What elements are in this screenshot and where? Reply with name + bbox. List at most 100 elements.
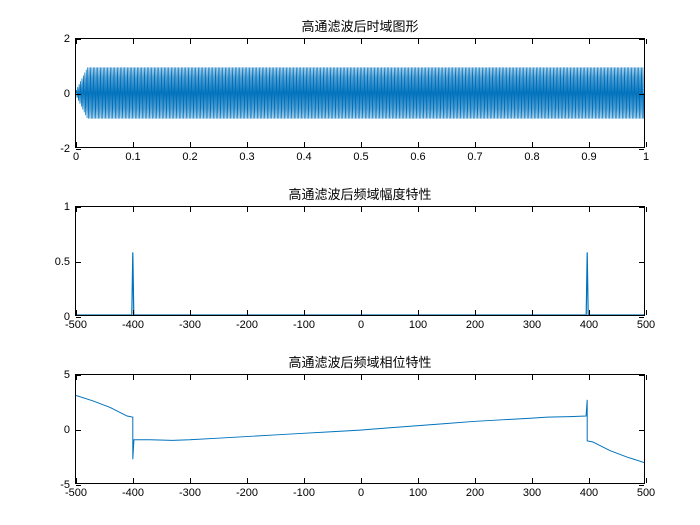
x-tick-label: -200	[236, 319, 258, 331]
y-tick-mark	[639, 207, 644, 208]
y-tick-mark	[76, 39, 81, 40]
subplot1-plot-area: 00.10.20.30.40.50.60.70.80.91-202	[75, 38, 645, 148]
x-tick-label: 0.4	[296, 151, 311, 163]
x-tick-label: 0.3	[239, 151, 254, 163]
y-tick-label: -5	[60, 479, 70, 491]
y-tick-mark	[76, 317, 81, 318]
y-tick-mark	[639, 317, 644, 318]
x-tick-mark	[589, 375, 590, 380]
phase-line	[76, 396, 644, 463]
x-tick-label: -300	[179, 487, 201, 499]
x-tick-label: 0.5	[353, 151, 368, 163]
y-tick-label: 5	[64, 369, 70, 381]
x-tick-mark	[646, 39, 647, 44]
x-tick-mark	[304, 207, 305, 212]
x-tick-mark	[646, 375, 647, 380]
subplot3-title: 高通滤波后频域相位特性	[75, 352, 645, 371]
y-tick-mark	[639, 262, 644, 263]
x-tick-mark	[133, 375, 134, 380]
x-tick-mark	[133, 39, 134, 44]
y-tick-mark	[639, 94, 644, 95]
subplot-phase: 高通滤波后频域相位特性 -500-400-300-200-10001002003…	[75, 352, 645, 484]
x-tick-mark	[418, 375, 419, 380]
x-tick-mark	[190, 207, 191, 212]
x-tick-mark	[190, 142, 191, 147]
x-tick-label: 200	[466, 319, 484, 331]
x-tick-label: 0.9	[581, 151, 596, 163]
x-tick-mark	[418, 478, 419, 483]
magnitude-line	[76, 252, 644, 315]
x-tick-mark	[304, 478, 305, 483]
x-tick-label: 0.2	[182, 151, 197, 163]
x-tick-label: 400	[580, 487, 598, 499]
x-tick-mark	[589, 142, 590, 147]
x-tick-label: 100	[409, 319, 427, 331]
x-tick-mark	[133, 478, 134, 483]
y-tick-label: -2	[60, 143, 70, 155]
time-signal-line	[76, 67, 644, 118]
y-tick-mark	[639, 375, 644, 376]
x-tick-label: -400	[122, 319, 144, 331]
x-tick-label: 300	[523, 319, 541, 331]
x-tick-label: 0.6	[410, 151, 425, 163]
x-tick-mark	[361, 310, 362, 315]
subplot-magnitude: 高通滤波后频域幅度特性 -500-400-300-200-10001002003…	[75, 184, 645, 316]
x-tick-mark	[304, 375, 305, 380]
x-tick-mark	[475, 375, 476, 380]
x-tick-mark	[475, 478, 476, 483]
subplot3-plot-area: -500-400-300-200-1000100200300400500-505	[75, 374, 645, 484]
y-tick-mark	[76, 430, 81, 431]
x-tick-mark	[532, 310, 533, 315]
y-tick-mark	[639, 485, 644, 486]
x-tick-mark	[133, 142, 134, 147]
x-tick-mark	[304, 39, 305, 44]
x-tick-label: 500	[637, 487, 655, 499]
x-tick-label: -400	[122, 487, 144, 499]
x-tick-label: 500	[637, 319, 655, 331]
x-tick-mark	[361, 207, 362, 212]
x-tick-label: -200	[236, 487, 258, 499]
x-tick-mark	[475, 142, 476, 147]
x-tick-label: 400	[580, 319, 598, 331]
subplot3-svg	[76, 375, 644, 483]
x-tick-label: -300	[179, 319, 201, 331]
x-tick-mark	[589, 207, 590, 212]
x-tick-label: 1	[643, 151, 649, 163]
x-tick-mark	[247, 478, 248, 483]
x-tick-mark	[532, 375, 533, 380]
y-tick-label: 2	[64, 33, 70, 45]
x-tick-mark	[133, 207, 134, 212]
y-tick-label: 1	[64, 201, 70, 213]
subplot-time-domain: 高通滤波后时域图形 00.10.20.30.40.50.60.70.80.91-…	[75, 16, 645, 148]
x-tick-mark	[304, 142, 305, 147]
x-tick-mark	[190, 375, 191, 380]
x-tick-label: -100	[293, 319, 315, 331]
x-tick-label: 0.7	[467, 151, 482, 163]
subplot2-svg	[76, 207, 644, 315]
y-tick-label: 0	[64, 88, 70, 100]
x-tick-mark	[532, 39, 533, 44]
y-tick-mark	[76, 375, 81, 376]
y-tick-mark	[639, 149, 644, 150]
x-tick-mark	[589, 39, 590, 44]
x-tick-mark	[646, 478, 647, 483]
x-tick-mark	[76, 310, 77, 315]
x-tick-mark	[361, 478, 362, 483]
x-tick-mark	[646, 207, 647, 212]
subplot1-svg	[76, 39, 644, 147]
x-tick-mark	[475, 207, 476, 212]
x-tick-mark	[76, 142, 77, 147]
x-tick-mark	[190, 310, 191, 315]
y-tick-mark	[76, 94, 81, 95]
x-tick-mark	[361, 142, 362, 147]
x-tick-label: 0.8	[524, 151, 539, 163]
x-tick-mark	[589, 478, 590, 483]
x-tick-mark	[418, 142, 419, 147]
x-tick-mark	[589, 310, 590, 315]
y-tick-label: 0	[64, 424, 70, 436]
x-tick-mark	[247, 207, 248, 212]
x-tick-label: 0	[358, 487, 364, 499]
y-tick-mark	[76, 485, 81, 486]
x-tick-label: 200	[466, 487, 484, 499]
y-tick-mark	[639, 39, 644, 40]
